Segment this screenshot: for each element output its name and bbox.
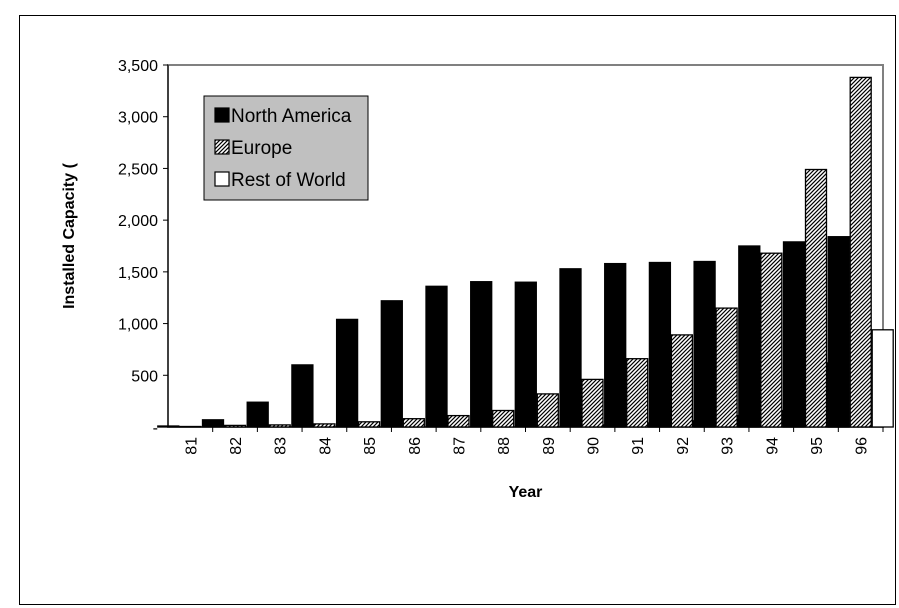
- x-tick-label: 94: [764, 437, 781, 455]
- y-tick-label: 3,500: [118, 58, 158, 75]
- bar-north-america: [559, 268, 582, 428]
- bar-europe: [492, 409, 515, 428]
- y-tick-label: 2,000: [118, 213, 158, 230]
- legend: North America Europe Rest of World: [203, 95, 369, 201]
- bar-europe: [536, 393, 559, 428]
- x-tick-label: 93: [720, 437, 737, 455]
- legend-box: [203, 95, 369, 201]
- y-tick-label: 1,000: [118, 317, 158, 334]
- bar-north-america: [335, 318, 359, 428]
- y-axis-title: Installed Capacity (: [61, 162, 78, 308]
- y-tick-label: -: [153, 420, 158, 437]
- bar-europe: [402, 418, 425, 428]
- x-tick-label: 83: [273, 437, 290, 455]
- bar-north-america: [648, 261, 672, 428]
- x-tick-label: 89: [541, 437, 558, 455]
- x-tick-label: 84: [317, 437, 334, 455]
- bar-north-america: [604, 262, 627, 428]
- bar-europe: [447, 414, 470, 428]
- y-tick-label: 3,000: [118, 110, 158, 127]
- bar-north-america: [380, 300, 403, 428]
- x-tick-label: 96: [854, 437, 871, 455]
- legend-label: Rest of World: [231, 170, 346, 191]
- x-tick-label: 82: [228, 437, 245, 455]
- x-tick-label: 90: [586, 437, 603, 455]
- x-tick-label: 87: [451, 437, 468, 455]
- x-tick-label: 92: [675, 437, 692, 455]
- bar-europe: [760, 252, 783, 428]
- legend-swatch: [214, 171, 230, 187]
- bar-europe: [849, 76, 872, 428]
- y-tick-label: 500: [131, 368, 158, 385]
- legend-label: North America: [231, 106, 352, 127]
- x-axis-title: Year: [509, 484, 543, 501]
- bar-europe: [581, 378, 604, 428]
- x-tick-label: 85: [362, 437, 379, 455]
- bar-north-america: [425, 285, 448, 428]
- bar-north-america: [291, 364, 314, 428]
- bar-europe: [804, 168, 828, 428]
- bar-north-america: [782, 241, 806, 428]
- bar-north-america: [246, 401, 269, 428]
- y-tick-label: 2,500: [118, 161, 158, 178]
- x-tick-label: 91: [630, 437, 647, 455]
- bar-north-america: [201, 419, 225, 428]
- bar-north-america: [514, 281, 537, 428]
- bar-north-america: [693, 260, 716, 428]
- bar-north-america: [827, 236, 850, 428]
- x-tick-label: 86: [407, 437, 424, 455]
- bar-europe: [626, 358, 649, 428]
- legend-swatch: [214, 107, 230, 123]
- legend-label: Europe: [231, 138, 292, 159]
- bar-north-america: [738, 245, 761, 428]
- bar-rest-of-world: [871, 329, 894, 428]
- bar-europe: [715, 307, 738, 428]
- x-tick-label: 81: [183, 437, 200, 455]
- legend-swatch: [214, 139, 230, 155]
- bar-europe: [670, 334, 694, 428]
- x-tick-label: 88: [496, 437, 513, 455]
- bar-north-america: [470, 281, 493, 428]
- bar-europe: [357, 421, 381, 428]
- y-tick-label: 1,500: [118, 265, 158, 282]
- x-tick-label: 95: [809, 437, 826, 455]
